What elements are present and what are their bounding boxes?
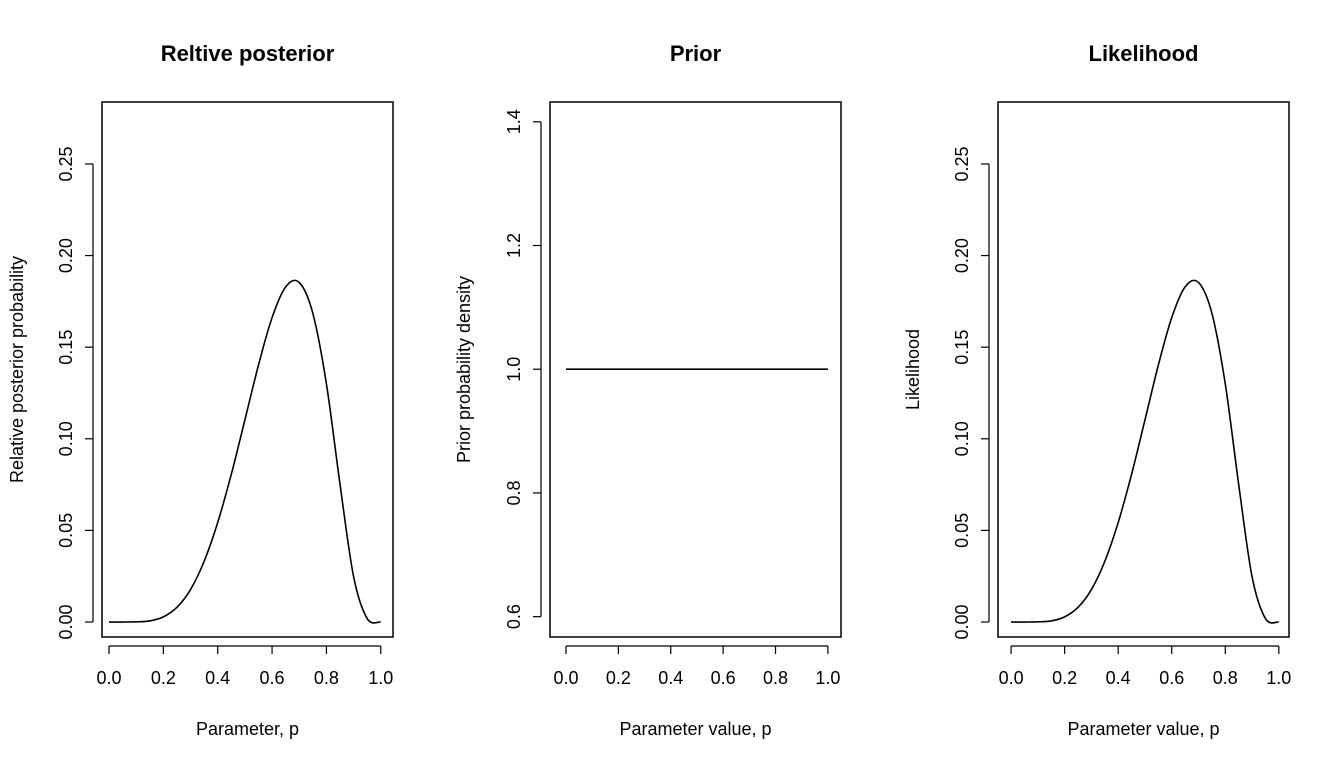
panel-3: Likelihood 0.0 0.2 0.4 0.6 0.8 1.0 Parameter va… (903, 41, 1291, 739)
panel-2: Prior 0.0 0.2 0.4 0.6 0.8 1.0 Parameter value, … (454, 41, 842, 739)
y-tick-label: 0.05 (952, 513, 972, 548)
y-tick-label: 0.8 (504, 480, 524, 505)
chart-title: Prior (670, 41, 722, 66)
x-tick-label: 0.4 (1106, 668, 1131, 688)
y-tick-label: 0.05 (56, 513, 76, 548)
x-tick-label: 0.6 (260, 668, 285, 688)
series-line (1011, 279, 1280, 624)
y-tick-label: 0.25 (952, 146, 972, 181)
x-tick-label: 1.0 (368, 668, 393, 688)
x-tick-label: 0.0 (999, 668, 1024, 688)
y-tick-label: 0.10 (952, 421, 972, 456)
y-axis-label: Likelihood (903, 329, 923, 410)
series-line (108, 279, 381, 624)
y-tick-label: 0.00 (56, 604, 76, 639)
y-tick-label: 0.00 (952, 604, 972, 639)
x-tick-label: 0.8 (1213, 668, 1238, 688)
x-tick-label: 0.2 (606, 668, 631, 688)
x-tick-label: 0.4 (205, 668, 230, 688)
plot-frame (997, 101, 1290, 638)
x-tick-label: 0.4 (658, 668, 683, 688)
x-axis-label: Parameter, p (196, 719, 299, 739)
y-axis-label: Relative posterior probability (7, 256, 27, 483)
y-axis-label: Prior probability density (454, 276, 474, 463)
x-tick-label: 0.2 (151, 668, 176, 688)
x-tick-label: 0.0 (96, 668, 121, 688)
y-tick-label: 0.15 (56, 330, 76, 365)
x-tick-label: 0.2 (1052, 668, 1077, 688)
y-tick-label: 1.0 (504, 357, 524, 382)
y-tick-label: 1.2 (504, 233, 524, 258)
y-tick-label: 0.6 (504, 604, 524, 629)
y-tick-label: 0.25 (56, 146, 76, 181)
x-tick-label: 1.0 (1266, 668, 1291, 688)
x-tick-label: 0.6 (711, 668, 736, 688)
x-axis-label: Parameter value, p (619, 719, 771, 739)
chart-title: Reltive posterior (161, 41, 335, 66)
x-tick-label: 0.8 (763, 668, 788, 688)
chart-title: Likelihood (1089, 41, 1199, 66)
panel-1: Reltive posterior 0.0 0.2 0.4 0.6 0.8 1.0 Param… (7, 41, 394, 739)
x-tick-label: 1.0 (815, 668, 840, 688)
x-axis-label: Parameter value, p (1067, 719, 1219, 739)
y-tick-label: 0.10 (56, 421, 76, 456)
y-tick-label: 1.4 (504, 109, 524, 134)
y-tick-label: 0.15 (952, 330, 972, 365)
y-tick-label: 0.20 (56, 238, 76, 273)
x-tick-label: 0.6 (1159, 668, 1184, 688)
x-tick-label: 0.0 (553, 668, 578, 688)
y-tick-label: 0.20 (952, 238, 972, 273)
plot-frame (101, 101, 394, 638)
plot-frame (549, 101, 842, 638)
x-tick-label: 0.8 (314, 668, 339, 688)
